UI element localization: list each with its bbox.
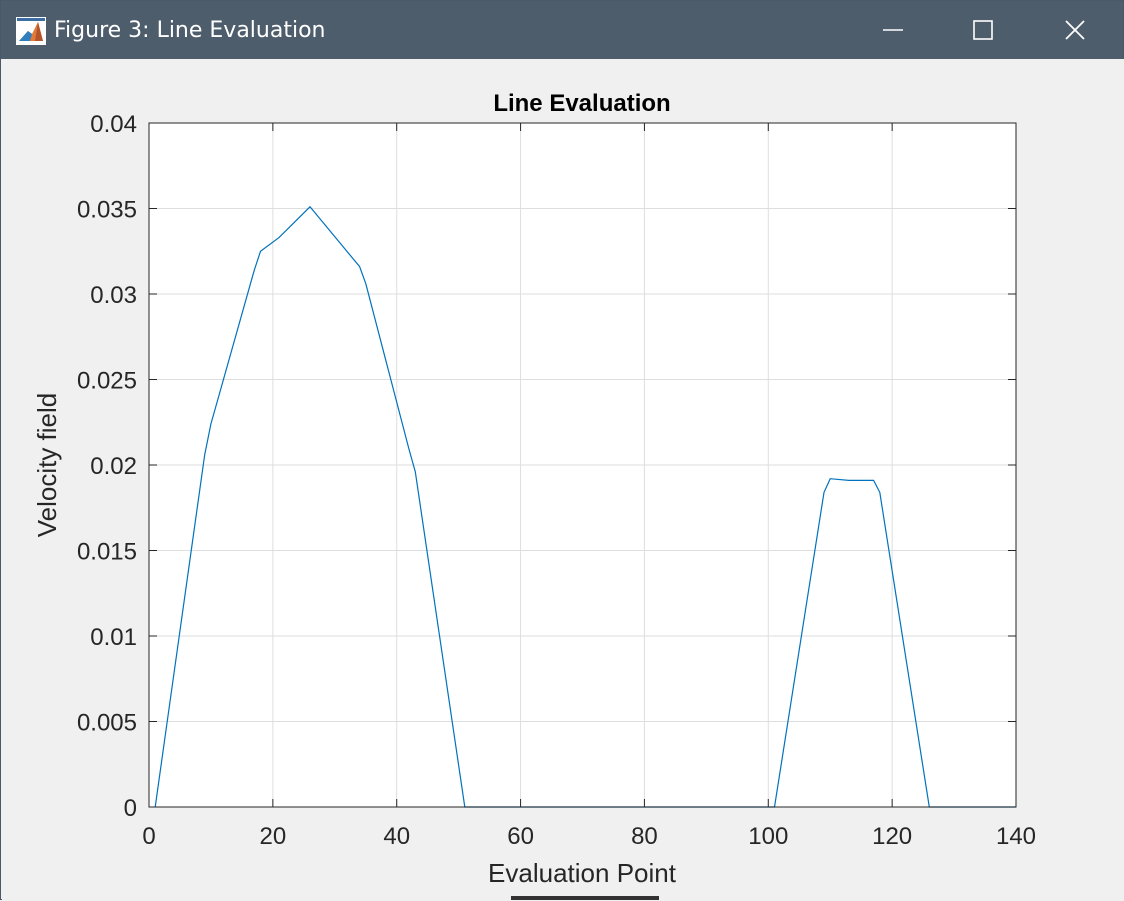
y-tick-label: 0.025 bbox=[77, 368, 137, 395]
window-title: Figure 3: Line Evaluation bbox=[54, 18, 326, 43]
minimize-button[interactable] bbox=[847, 1, 939, 59]
y-tick-label: 0.02 bbox=[90, 453, 137, 480]
y-axis-label: Velocity field bbox=[32, 393, 62, 538]
y-tick-label: 0.035 bbox=[77, 197, 137, 224]
minimize-icon bbox=[883, 29, 903, 31]
taskbar-fragment bbox=[511, 896, 659, 900]
x-tick-label: 40 bbox=[383, 823, 410, 850]
close-icon bbox=[1065, 20, 1085, 40]
chart-title: Line Evaluation bbox=[493, 90, 670, 117]
x-tick-label: 140 bbox=[996, 823, 1036, 850]
x-tick-labels: 0 20 40 60 80 100 120 140 bbox=[142, 823, 1036, 850]
x-tick-label: 120 bbox=[872, 823, 912, 850]
x-tick-label: 20 bbox=[260, 823, 287, 850]
x-axis-label: Evaluation Point bbox=[488, 858, 677, 888]
y-tick-labels: 0 0.005 0.01 0.015 0.02 0.025 0.03 0.035 0.04 bbox=[77, 111, 137, 822]
matlab-icon bbox=[16, 17, 46, 45]
y-tick-label: 0 bbox=[124, 795, 137, 822]
maximize-icon bbox=[973, 20, 993, 40]
x-tick-label: 100 bbox=[748, 823, 788, 850]
y-tick-label: 0.005 bbox=[77, 710, 137, 737]
y-tick-label: 0.03 bbox=[90, 282, 137, 309]
maximize-button[interactable] bbox=[937, 1, 1029, 59]
grid bbox=[149, 123, 1016, 807]
y-tick-label: 0.01 bbox=[90, 624, 137, 651]
x-tick-label: 80 bbox=[631, 823, 658, 850]
x-tick-label: 0 bbox=[142, 823, 155, 850]
close-button[interactable] bbox=[1029, 1, 1121, 59]
y-tick-label: 0.015 bbox=[77, 539, 137, 566]
plot-area-border bbox=[148, 122, 1017, 808]
title-bar[interactable]: Figure 3: Line Evaluation bbox=[1, 1, 1123, 59]
x-tick-label: 60 bbox=[507, 823, 534, 850]
y-tick-label: 0.04 bbox=[90, 111, 137, 138]
